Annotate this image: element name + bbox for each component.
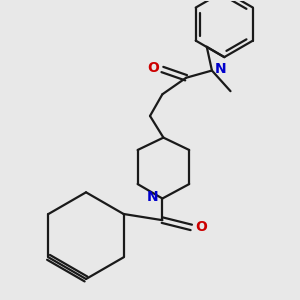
Text: O: O	[195, 220, 207, 234]
Text: N: N	[215, 62, 226, 76]
Text: O: O	[147, 61, 159, 75]
Text: N: N	[147, 190, 159, 204]
